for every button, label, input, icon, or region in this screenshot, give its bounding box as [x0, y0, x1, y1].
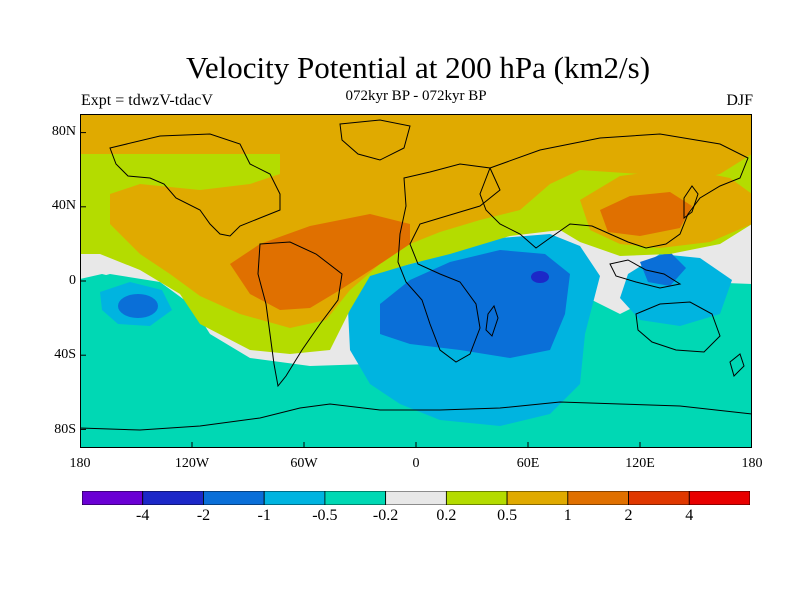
lat-tick-label: 80S — [54, 422, 76, 437]
coast-indonesia — [609, 259, 682, 289]
field-south-pacific-core — [118, 294, 158, 318]
colorbar-swatch — [142, 491, 204, 505]
colorbar — [82, 491, 750, 505]
lon-tick-label: 180 — [69, 456, 91, 471]
lon-tick-label: 60E — [516, 456, 540, 471]
field-east-asia-high — [600, 192, 692, 236]
period-label: 072kyr BP - 072kyr BP — [345, 88, 487, 104]
colorbar-level-label: 2 — [624, 507, 633, 524]
colorbar-level-label: 4 — [685, 507, 694, 524]
colorbar-level-label: -0.2 — [372, 507, 399, 524]
lat-tick-label: 40N — [51, 198, 76, 213]
coast-asia — [479, 133, 749, 249]
colorbar-swatch — [203, 491, 265, 505]
colorbar-swatch — [82, 491, 144, 505]
colorbar-swatch — [506, 491, 569, 505]
colorbar-level-label: -2 — [196, 507, 211, 524]
velocity-potential-map — [80, 114, 752, 448]
lon-tick-label: 120E — [625, 456, 655, 471]
lon-tick-label: 120W — [174, 456, 210, 471]
field-indian-ocean-core — [531, 271, 549, 283]
colorbar-swatch — [385, 491, 447, 505]
coast-antarctica — [80, 401, 752, 431]
plot-title: Velocity Potential at 200 hPa (km2/s) — [185, 50, 651, 85]
colorbar-swatch — [324, 491, 387, 505]
colorbar-level-label: 1 — [563, 507, 572, 524]
season-label: DJF — [726, 92, 753, 109]
colorbar-level-label: 0.2 — [436, 507, 457, 524]
colorbar-swatch — [263, 491, 326, 505]
coast-madagascar — [485, 304, 499, 337]
lon-tick-label: 60W — [290, 456, 318, 471]
colorbar-swatch — [567, 491, 629, 505]
colorbar-swatch — [628, 491, 690, 505]
experiment-label: Expt = tdwzV-tdacV — [81, 92, 213, 109]
coast-europe-africa — [397, 163, 501, 363]
coast-australia — [635, 301, 721, 353]
colorbar-level-label: -0.5 — [312, 507, 338, 524]
colorbar-level-label: 0.5 — [497, 507, 518, 524]
coast-japan — [683, 185, 699, 219]
coast-south-america — [257, 241, 343, 388]
lat-tick-label: 80N — [51, 124, 76, 139]
lon-tick-label: 0 — [412, 456, 420, 471]
colorbar-swatch — [688, 491, 750, 505]
coastlines — [80, 119, 752, 431]
lat-tick-label: 40S — [54, 347, 76, 362]
colorbar-level-label: -4 — [136, 507, 150, 524]
colorbar-swatch — [445, 491, 508, 505]
axis-ticks — [80, 132, 752, 448]
lon-tick-label: 180 — [741, 456, 763, 471]
field-western-pacific-inner — [640, 252, 686, 286]
coast-north-america — [109, 133, 281, 237]
coast-greenland — [339, 119, 411, 161]
colorbar-level-label: -1 — [257, 507, 271, 524]
field-americas-high — [230, 214, 410, 310]
lat-tick-label: 0 — [69, 273, 76, 288]
field-indian-ocean-inner — [380, 250, 570, 358]
coast-new-zealand — [729, 353, 745, 377]
